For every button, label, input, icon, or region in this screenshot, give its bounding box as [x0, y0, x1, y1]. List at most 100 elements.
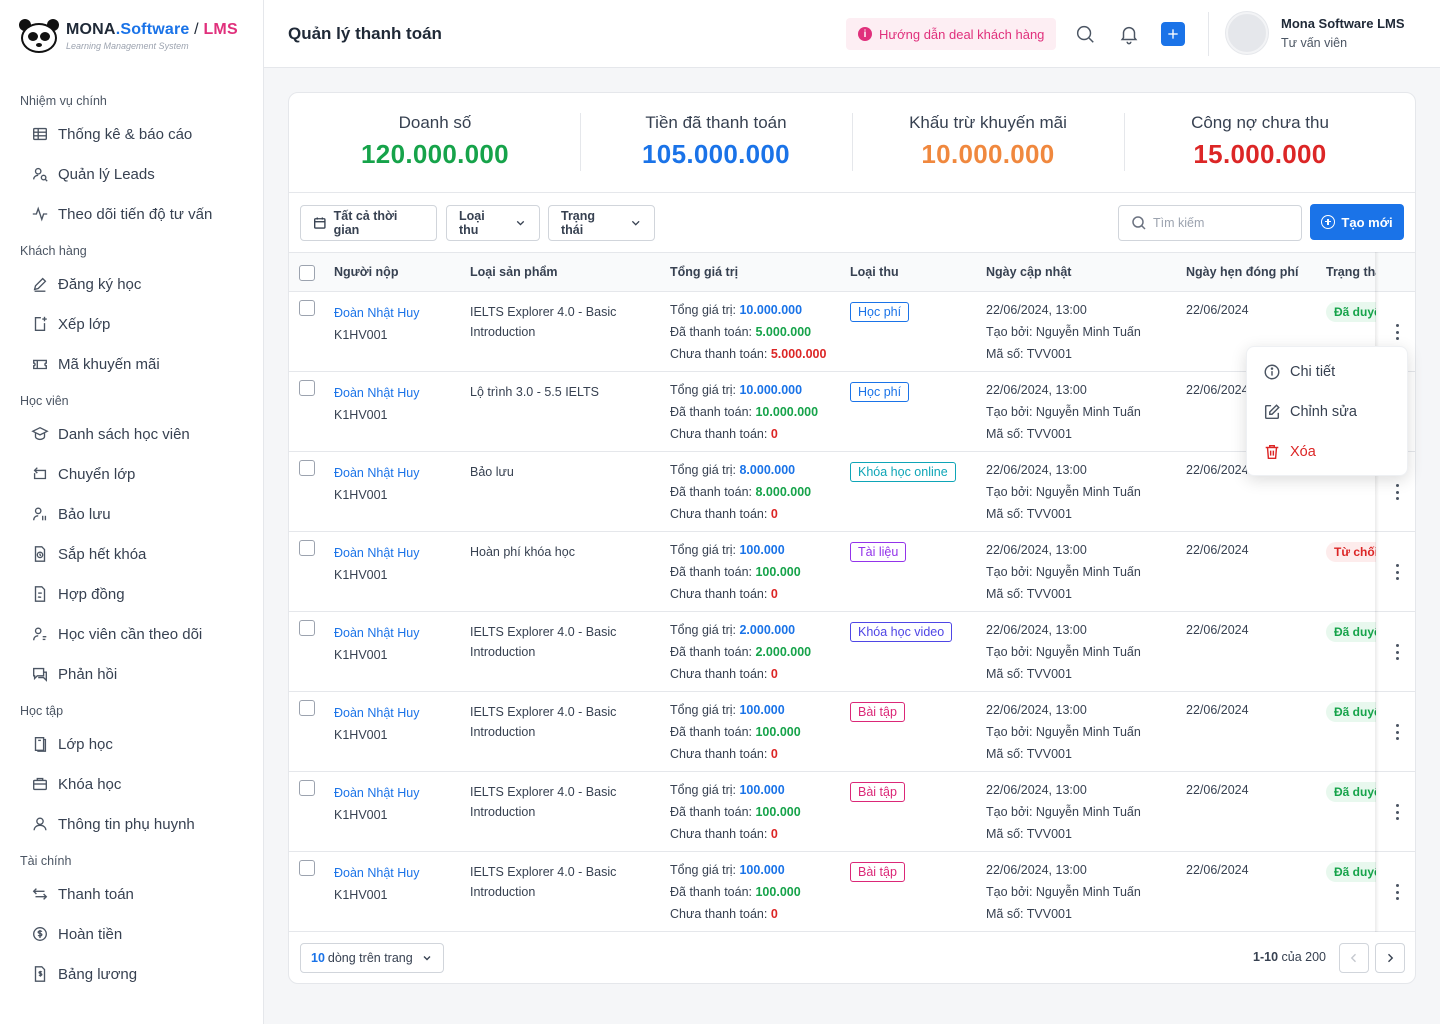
row-actions-icon[interactable]: [1387, 564, 1407, 580]
row-checkbox[interactable]: [299, 780, 315, 796]
row-checkbox[interactable]: [299, 860, 315, 876]
document-number: Mã số: TVV001: [986, 427, 1072, 441]
payer-name-link[interactable]: Đoàn Nhật Huy: [334, 546, 420, 560]
status-filter-dropdown[interactable]: Trạng thái: [548, 205, 655, 241]
row-checkbox[interactable]: [299, 620, 315, 636]
sidebar-item[interactable]: Phản hồi: [0, 654, 264, 694]
sidebar-item-label: Thông tin phụ huynh: [58, 815, 195, 833]
page-size-select[interactable]: 10 dòng trên trang: [300, 943, 444, 973]
col-total[interactable]: Tổng giá trị: [670, 265, 739, 279]
sidebar-item[interactable]: Thống kê & báo cáo: [0, 114, 264, 154]
sidebar-item[interactable]: Hợp đồng: [0, 574, 264, 614]
time-filter-button[interactable]: Tất cả thời gian: [300, 205, 437, 241]
payer-name-link[interactable]: Đoàn Nhật Huy: [334, 786, 420, 800]
row-checkbox[interactable]: [299, 540, 315, 556]
total-label: Tổng giá trị:: [670, 463, 740, 477]
unpaid-value: 5.000.000: [770, 347, 827, 361]
salary-icon: [30, 964, 50, 984]
amount-cell: Tổng giá trị: 10.000.000 Đã thanh toán: …: [670, 299, 826, 365]
sidebar-item[interactable]: Học viên cần theo dõi: [0, 614, 264, 654]
row-actions-icon[interactable]: [1387, 484, 1407, 500]
briefcase-icon: [30, 774, 50, 794]
sidebar-item[interactable]: Bảng lương: [0, 954, 264, 994]
sidebar-item[interactable]: Thanh toán: [0, 874, 264, 914]
row-checkbox[interactable]: [299, 700, 315, 716]
col-status[interactable]: Trạng thái: [1326, 265, 1376, 279]
unpaid-value: 0: [770, 667, 778, 681]
paid-label: Đã thanh toán:: [670, 805, 756, 819]
sidebar-item[interactable]: Quản lý Leads: [0, 154, 264, 194]
user-name: Mona Software LMS: [1281, 16, 1405, 31]
unpaid-value: 0: [770, 427, 778, 441]
payer-name-link[interactable]: Đoàn Nhật Huy: [334, 306, 420, 320]
product-cell: IELTS Explorer 4.0 - Basic Introduction: [470, 705, 617, 739]
sidebar-item[interactable]: Khóa học: [0, 764, 264, 804]
updated-datetime: 22/06/2024, 13:00: [986, 543, 1087, 557]
logo[interactable]: MONA.Software / LMS Learning Management …: [18, 16, 238, 56]
col-payer[interactable]: Người nộp: [334, 265, 399, 279]
row-checkbox[interactable]: [299, 460, 315, 476]
sidebar-item[interactable]: Mã khuyến mãi: [0, 344, 264, 384]
payment-type-tag: Khóa học video: [850, 622, 953, 642]
updated-datetime: 22/06/2024, 13:00: [986, 303, 1087, 317]
payer-name-link[interactable]: Đoàn Nhật Huy: [334, 386, 420, 400]
status-cell: Từ chối: [1326, 532, 1376, 612]
payer-name-link[interactable]: Đoàn Nhật Huy: [334, 466, 420, 480]
search-icon[interactable]: [1073, 22, 1097, 46]
col-type[interactable]: Loại thu: [850, 265, 899, 279]
col-product[interactable]: Loại sản phẩm: [470, 265, 558, 279]
sidebar-item[interactable]: Hoàn tiền: [0, 914, 264, 954]
total-value: 10.000.000: [739, 303, 803, 317]
row-checkbox[interactable]: [299, 380, 315, 396]
payer-name-link[interactable]: Đoàn Nhật Huy: [334, 706, 420, 720]
book-icon: [30, 734, 50, 754]
row-actions-icon[interactable]: [1387, 804, 1407, 820]
payer-name-link[interactable]: Đoàn Nhật Huy: [334, 866, 420, 880]
payer-code: K1HV001: [334, 808, 388, 822]
amount-cell: Tổng giá trị: 2.000.000 Đã thanh toán: 2…: [670, 619, 811, 685]
due-date-cell: 22/06/2024: [1186, 783, 1249, 797]
sidebar-item[interactable]: Chuyển lớp: [0, 454, 264, 494]
sidebar-item[interactable]: Sắp hết khóa: [0, 534, 264, 574]
payer-name-link[interactable]: Đoàn Nhật Huy: [334, 626, 420, 640]
row-actions-icon[interactable]: [1387, 724, 1407, 740]
prev-page-button[interactable]: [1339, 943, 1369, 973]
menu-detail[interactable]: Chi tiết: [1247, 352, 1407, 392]
document-number: Mã số: TVV001: [986, 587, 1072, 601]
select-all-checkbox[interactable]: [299, 265, 315, 281]
bell-icon[interactable]: [1117, 22, 1141, 46]
sidebar-item[interactable]: Danh sách học viên: [0, 414, 264, 454]
quick-add-button[interactable]: [1161, 22, 1185, 46]
row-actions-icon[interactable]: [1387, 324, 1407, 340]
amount-cell: Tổng giá trị: 8.000.000 Đã thanh toán: 8…: [670, 459, 811, 525]
col-due[interactable]: Ngày hẹn đóng phí: [1186, 265, 1299, 279]
avatar[interactable]: [1226, 12, 1268, 54]
row-checkbox[interactable]: [299, 300, 315, 316]
menu-delete[interactable]: Xóa: [1247, 432, 1407, 472]
next-page-button[interactable]: [1375, 943, 1405, 973]
payment-type-tag: Học phí: [850, 302, 910, 322]
updated-datetime: 22/06/2024, 13:00: [986, 383, 1087, 397]
document-number: Mã số: TVV001: [986, 507, 1072, 521]
menu-edit[interactable]: Chỉnh sửa: [1247, 392, 1407, 432]
deal-guide-button[interactable]: i Hướng dẫn deal khách hàng: [846, 18, 1057, 50]
sidebar-item[interactable]: Lớp học: [0, 724, 264, 764]
type-filter-dropdown[interactable]: Loại thu: [446, 205, 540, 241]
payer-cell: Đoàn Nhật Huy K1HV001: [334, 702, 419, 746]
create-new-button[interactable]: Tạo mới: [1310, 204, 1404, 240]
sidebar-item[interactable]: Theo dõi tiến độ tư vấn: [0, 194, 264, 234]
sidebar-item[interactable]: Bảo lưu: [0, 494, 264, 534]
sidebar-item[interactable]: Xếp lớp: [0, 304, 264, 344]
col-updated[interactable]: Ngày cập nhật: [986, 265, 1072, 279]
row-actions-icon[interactable]: [1387, 644, 1407, 660]
payer-cell: Đoàn Nhật Huy K1HV001: [334, 862, 419, 906]
sidebar-item[interactable]: Đăng ký học: [0, 264, 264, 304]
total-label: Tổng giá trị:: [670, 303, 740, 317]
search-input[interactable]: [1153, 216, 1293, 230]
due-date-cell: 22/06/2024: [1186, 703, 1249, 717]
row-actions-icon[interactable]: [1387, 884, 1407, 900]
payer-code: K1HV001: [334, 488, 388, 502]
sidebar-item[interactable]: Thông tin phụ huynh: [0, 804, 264, 844]
status-badge: Đã duyệt: [1326, 862, 1376, 882]
stat-label: Tiền đã thanh toán: [645, 113, 787, 132]
